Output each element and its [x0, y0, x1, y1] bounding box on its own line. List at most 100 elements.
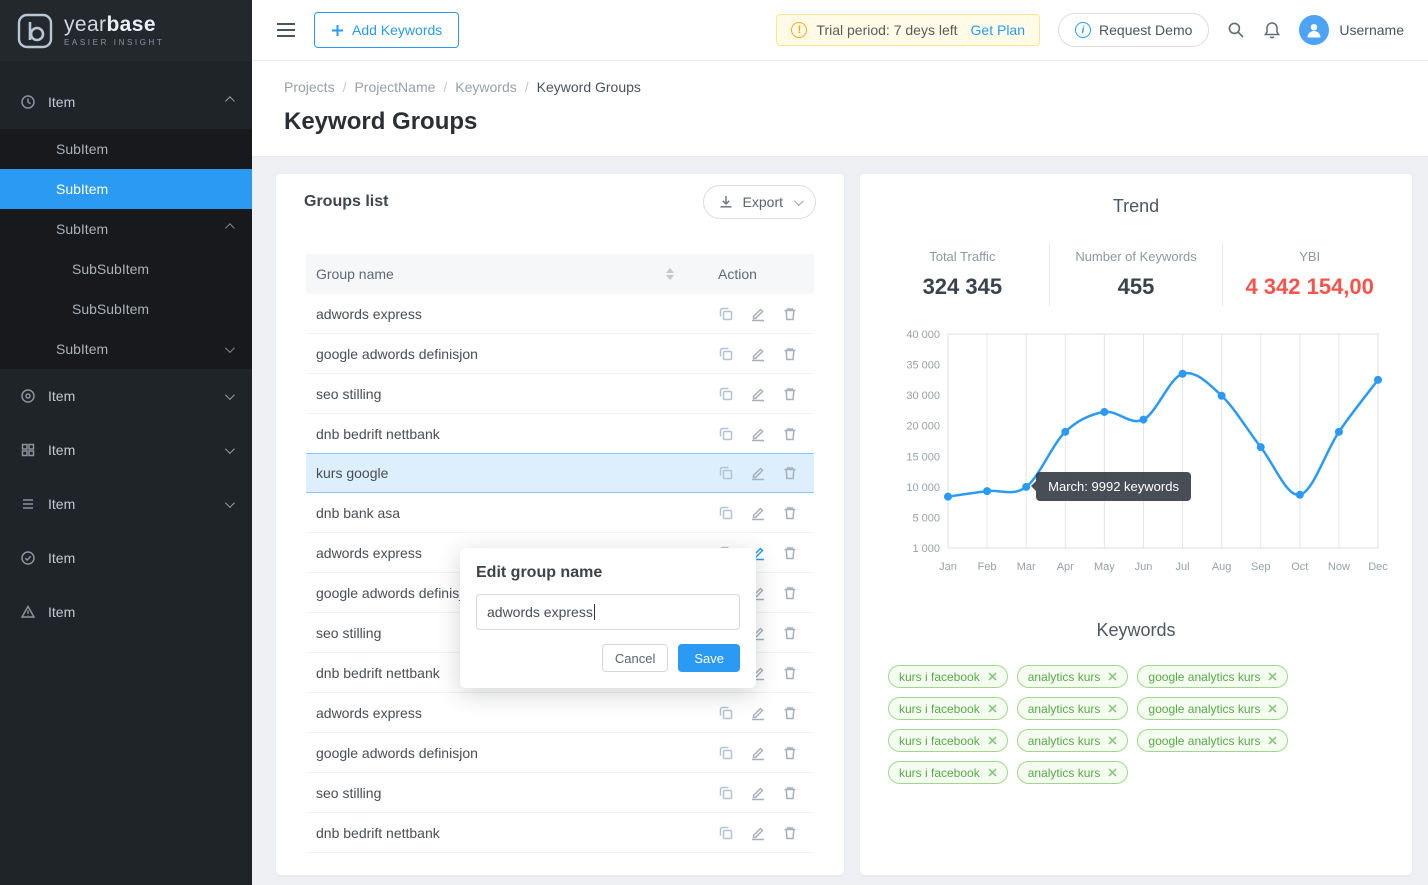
add-keywords-button[interactable]: Add Keywords	[314, 12, 460, 48]
table-row[interactable]: seo stilling	[306, 773, 814, 813]
tag-close-icon[interactable]	[1108, 736, 1117, 745]
tag-close-icon[interactable]	[1268, 672, 1277, 681]
get-plan-link[interactable]: Get Plan	[970, 22, 1026, 38]
delete-icon[interactable]	[782, 306, 798, 322]
delete-icon[interactable]	[782, 825, 798, 841]
sidebar-item-8[interactable]: Item	[0, 423, 252, 477]
svg-text:35 000: 35 000	[906, 360, 940, 372]
delete-icon[interactable]	[782, 465, 798, 481]
stat-block: YBI 4 342 154,00	[1222, 243, 1396, 306]
copy-icon[interactable]	[718, 386, 734, 402]
tag-close-icon[interactable]	[1108, 704, 1117, 713]
export-button[interactable]: Export	[702, 185, 816, 219]
copy-icon[interactable]	[718, 825, 734, 841]
delete-icon[interactable]	[782, 505, 798, 521]
copy-icon[interactable]	[718, 745, 734, 761]
copy-icon[interactable]	[718, 346, 734, 362]
edit-icon[interactable]	[750, 785, 766, 801]
copy-icon[interactable]	[718, 785, 734, 801]
stats-row: Total Traffic 324 345 Number of Keywords…	[876, 243, 1396, 306]
tag-close-icon[interactable]	[1108, 672, 1117, 681]
table-row[interactable]: kurs google	[306, 453, 814, 493]
table-body: adwords express google adwords definisjo…	[306, 294, 814, 853]
trial-text: Trial period: 7 deys left	[816, 22, 958, 38]
cancel-button[interactable]: Cancel	[601, 644, 669, 672]
bell-icon[interactable]	[1263, 21, 1281, 40]
table-row[interactable]: google adwords definisjon	[306, 334, 814, 374]
keyword-tag: analytics kurs	[1016, 665, 1129, 688]
edit-icon[interactable]	[750, 705, 766, 721]
copy-icon[interactable]	[718, 705, 734, 721]
table-row[interactable]: dnb bedrift nettbank	[306, 653, 814, 693]
svg-text:Oct: Oct	[1291, 561, 1308, 573]
sidebar-item-label: Item	[48, 496, 76, 512]
copy-icon[interactable]	[718, 426, 734, 442]
group-name-input[interactable]: adwords express	[476, 594, 740, 630]
delete-icon[interactable]	[782, 745, 798, 761]
save-button[interactable]: Save	[678, 644, 740, 672]
tag-close-icon[interactable]	[1108, 768, 1117, 777]
table-row[interactable]: dnb bank asa	[306, 493, 814, 533]
sidebar-subitem-6[interactable]: SubItem	[0, 329, 252, 369]
request-demo-button[interactable]: i Request Demo	[1058, 13, 1210, 47]
edit-icon[interactable]	[750, 346, 766, 362]
tag-close-icon[interactable]	[988, 672, 997, 681]
table-row[interactable]: seo stilling	[306, 374, 814, 414]
sidebar: yearbase EASIER INSIGHT Item SubItem Sub…	[0, 0, 252, 885]
delete-icon[interactable]	[782, 426, 798, 442]
hamburger-menu-icon[interactable]	[276, 22, 296, 38]
copy-icon[interactable]	[718, 505, 734, 521]
sidebar-subsubitem-5[interactable]: SubSubItem	[0, 289, 252, 329]
sidebar-item-10[interactable]: Item	[0, 531, 252, 585]
edit-icon[interactable]	[750, 306, 766, 322]
table-row[interactable]: google adwords definisjon	[306, 733, 814, 773]
tag-close-icon[interactable]	[1268, 704, 1277, 713]
search-icon[interactable]	[1227, 21, 1245, 39]
breadcrumb-separator: /	[524, 79, 529, 95]
sidebar-item-11[interactable]: Item	[0, 585, 252, 639]
stat-value: 455	[1117, 274, 1155, 299]
delete-icon[interactable]	[782, 386, 798, 402]
table-row[interactable]: adwords express	[306, 693, 814, 733]
table-row[interactable]: adwords express	[306, 294, 814, 334]
sidebar-item-7[interactable]: Item	[0, 369, 252, 423]
keyword-tag: kurs i facebook	[888, 729, 1008, 752]
chevron-down-icon	[224, 389, 235, 400]
sidebar-subsubitem-4[interactable]: SubSubItem	[0, 249, 252, 289]
table-row[interactable]: dnb bedrift nettbank	[306, 414, 814, 454]
copy-icon[interactable]	[718, 306, 734, 322]
edit-icon[interactable]	[750, 505, 766, 521]
sidebar-subitem-2-active[interactable]: SubItem	[0, 169, 252, 209]
tag-close-icon[interactable]	[988, 704, 997, 713]
delete-icon[interactable]	[782, 585, 798, 601]
edit-icon[interactable]	[750, 386, 766, 402]
edit-icon[interactable]	[750, 426, 766, 442]
sidebar-item-9[interactable]: Item	[0, 477, 252, 531]
sidebar-item-0[interactable]: Item	[0, 75, 252, 129]
edit-icon[interactable]	[750, 465, 766, 481]
sidebar-subitem-3[interactable]: SubItem	[0, 209, 252, 249]
delete-icon[interactable]	[782, 785, 798, 801]
sidebar-subitem-1[interactable]: SubItem	[0, 129, 252, 169]
keyword-tag-label: analytics kurs	[1027, 765, 1101, 780]
column-group-name: Group name	[316, 266, 394, 282]
tag-close-icon[interactable]	[1268, 736, 1277, 745]
breadcrumb-projectname[interactable]: ProjectName	[354, 79, 436, 95]
tag-close-icon[interactable]	[988, 736, 997, 745]
edit-icon[interactable]	[750, 825, 766, 841]
copy-icon[interactable]	[718, 465, 734, 481]
table-row[interactable]: dnb bedrift nettbank	[306, 813, 814, 853]
delete-icon[interactable]	[782, 705, 798, 721]
breadcrumb-keywords[interactable]: Keywords	[455, 79, 517, 95]
sort-icon[interactable]	[666, 268, 674, 280]
delete-icon[interactable]	[782, 545, 798, 561]
tag-close-icon[interactable]	[988, 768, 997, 777]
delete-icon[interactable]	[782, 346, 798, 362]
edit-icon[interactable]	[750, 745, 766, 761]
user-profile[interactable]: Username	[1299, 15, 1404, 45]
delete-icon[interactable]	[782, 625, 798, 641]
sidebar-item-label: Item	[48, 604, 76, 620]
breadcrumb-projects[interactable]: Projects	[284, 79, 335, 95]
delete-icon[interactable]	[782, 665, 798, 681]
groups-list-panel: Groups list Export Group name	[276, 174, 844, 875]
